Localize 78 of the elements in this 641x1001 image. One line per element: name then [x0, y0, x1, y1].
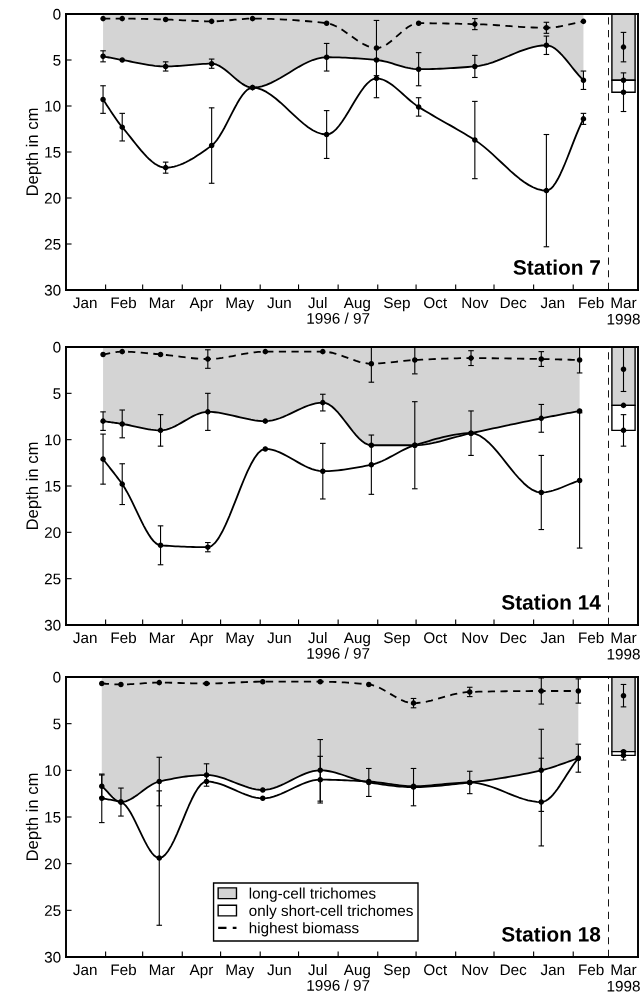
x-tick-label: Mar 1998	[607, 964, 640, 992]
x-tick-label: Sep	[384, 297, 410, 312]
x-tick-label: May	[226, 297, 255, 312]
x-tick-label: Nov	[462, 964, 489, 976]
x-tick-label: Oct	[424, 632, 448, 644]
x-tick-label: Dec	[500, 632, 527, 644]
y-tick-label: 5	[53, 718, 61, 730]
y-tick-label: 20	[44, 527, 61, 539]
x-tick-label: Jan	[73, 632, 97, 644]
x-tick-label: Oct	[424, 297, 448, 309]
x-tick-label: Jun	[267, 964, 291, 976]
y-tick-label: 5	[53, 388, 61, 400]
x-tick-label: Feb	[579, 963, 604, 976]
x-tick-label: Mar	[149, 632, 175, 644]
y-axis-title: Depth in cm	[25, 442, 42, 530]
y-tick-label: 10	[45, 765, 61, 777]
x-tick-label: Oct	[424, 964, 448, 976]
x-tick-label: Jan	[73, 964, 97, 976]
x-tick-label: Dec	[500, 297, 527, 309]
x-tick-label: Mar	[149, 964, 175, 976]
x-tick-label: Jul	[308, 963, 327, 976]
y-tick-label: 30	[44, 284, 61, 296]
x-axis-title: 1996 / 97	[307, 312, 370, 324]
x-tick-label: Jan	[540, 297, 565, 309]
x-tick-label: Mar 1998	[607, 632, 640, 660]
y-tick-label: 15	[45, 812, 61, 823]
text: Station 14	[501, 594, 601, 610]
x-tick-label: Jan	[73, 297, 97, 309]
x-axis-title: 1996 / 97	[307, 979, 370, 991]
x-tick-label: Jan	[540, 632, 565, 644]
x-tick-label: Dec	[500, 964, 527, 976]
y-tick-label: 25	[44, 238, 61, 250]
x-tick-label: Feb	[579, 296, 604, 309]
x-tick-label: May	[226, 964, 255, 979]
y-tick-label: 25	[44, 573, 61, 585]
y-tick-label: 15	[45, 147, 61, 158]
x-tick-label: Sep	[384, 632, 410, 647]
y-tick-label: 0	[53, 671, 61, 683]
legend-label: highest biomass	[249, 922, 359, 937]
y-tick-label: 10	[45, 434, 61, 446]
y-tick-label: 0	[53, 8, 61, 20]
x-tick-label: Nov	[462, 297, 489, 309]
x-tick-label: Feb	[111, 963, 137, 976]
x-axis-title: 1996 / 97	[307, 647, 370, 659]
y-tick-label: 15	[45, 481, 61, 492]
x-tick-label: Feb	[579, 631, 604, 644]
x-tick-label: Mar 1998	[607, 297, 640, 325]
x-tick-label: Jun	[267, 297, 291, 309]
y-tick-label: 30	[44, 619, 61, 631]
y-tick-label: 25	[44, 905, 61, 917]
x-tick-label: Nov	[462, 632, 489, 644]
x-tick-label: Jul	[308, 296, 327, 309]
y-tick-label: 30	[44, 951, 61, 963]
x-tick-label: May	[226, 632, 255, 647]
y-tick-label: 0	[53, 341, 61, 353]
y-tick-label: 10	[45, 100, 61, 112]
text: Station 18	[501, 926, 601, 942]
x-tick-label: Aug	[343, 632, 370, 647]
y-tick-label: 20	[44, 858, 61, 870]
x-tick-label: Apr	[189, 964, 214, 979]
x-tick-label: Mar	[149, 297, 175, 309]
legend-label: long-cell trichomes	[249, 887, 376, 902]
x-tick-label: Jan	[540, 964, 565, 976]
x-tick-label: Apr	[189, 632, 214, 647]
y-tick-label: 5	[53, 55, 61, 66]
y-axis-title: Depth in cm	[25, 108, 42, 196]
x-tick-label: Jun	[267, 632, 291, 644]
y-axis-title: Depth in cm	[25, 773, 42, 861]
text: Station 7	[513, 259, 600, 275]
x-tick-label: Aug	[343, 297, 370, 312]
legend-label: only short-cell trichomes	[249, 904, 413, 920]
y-tick-label: 20	[44, 192, 61, 204]
x-tick-label: Jul	[308, 631, 327, 644]
x-tick-label: Apr	[189, 297, 214, 312]
x-tick-label: Sep	[384, 964, 410, 979]
x-tick-label: Feb	[111, 631, 137, 644]
x-tick-label: Aug	[343, 964, 370, 979]
x-tick-label: Feb	[111, 296, 137, 309]
